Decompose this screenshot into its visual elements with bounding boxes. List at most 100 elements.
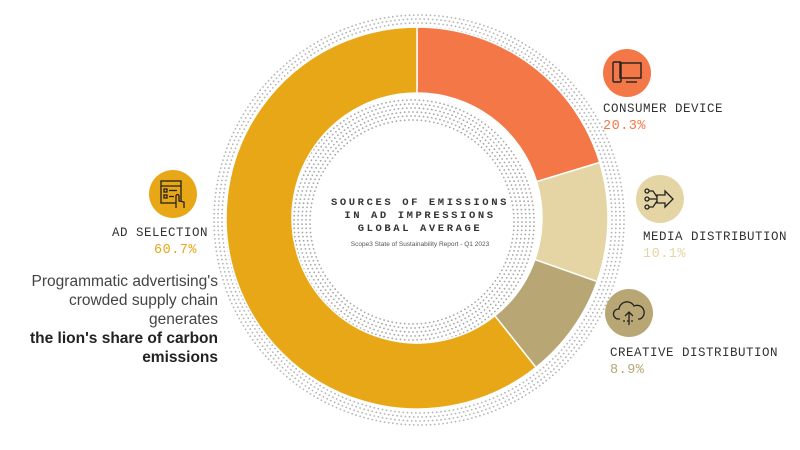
shadow-dot	[544, 68, 547, 70]
shadow-dot	[238, 310, 241, 312]
shadow-dot	[616, 252, 619, 255]
shadow-dot	[526, 246, 529, 248]
shadow-dot	[453, 110, 455, 113]
shadow-dot	[405, 327, 408, 329]
shadow-dot	[215, 250, 218, 253]
shadow-dot	[450, 16, 453, 19]
shadow-dot	[571, 343, 573, 345]
shadow-dot	[274, 354, 277, 357]
shadow-dot	[375, 18, 378, 21]
shadow-dot	[525, 216, 527, 219]
shadow-dot	[499, 161, 501, 164]
shadow-dot	[365, 404, 368, 407]
shadow-dot	[396, 23, 398, 26]
shadow-dot	[575, 350, 578, 353]
shadow-dot	[517, 281, 520, 283]
shadow-dot	[439, 118, 441, 121]
shadow-dot	[383, 327, 385, 330]
shadow-dot	[460, 122, 463, 125]
shadow-dot	[498, 147, 501, 150]
shadow-dot	[449, 332, 451, 335]
shadow-dot	[343, 410, 346, 412]
shadow-dot	[618, 231, 621, 234]
shadow-dot	[531, 389, 534, 392]
shadow-dot	[435, 101, 437, 104]
shadow-dot	[538, 62, 540, 65]
shadow-dot	[313, 386, 316, 388]
shadow-dot	[603, 141, 606, 144]
shadow-dot	[367, 409, 370, 412]
shadow-dot	[460, 114, 463, 116]
shadow-dot	[351, 33, 354, 36]
shadow-dot	[365, 316, 368, 319]
shadow-dot	[496, 404, 499, 406]
shadow-dot	[315, 145, 318, 148]
shadow-dot	[379, 326, 381, 329]
shadow-dot	[304, 170, 307, 173]
shadow-dot	[517, 250, 519, 252]
shadow-dot	[542, 55, 544, 58]
shadow-dot	[517, 221, 519, 223]
shadow-dot	[414, 327, 416, 329]
shadow-dot	[404, 22, 407, 25]
shadow-dot	[315, 282, 317, 285]
shadow-dot	[326, 278, 329, 281]
shadow-dot	[311, 186, 313, 189]
shadow-dot	[545, 74, 548, 77]
shadow-dot	[311, 267, 314, 270]
shadow-dot	[395, 104, 398, 106]
shadow-dot	[480, 121, 483, 123]
shadow-dot	[333, 305, 336, 307]
shadow-dot	[245, 313, 248, 316]
shadow-dot	[398, 19, 400, 21]
shadow-dot	[356, 307, 359, 310]
shadow-dot	[309, 219, 311, 221]
shadow-dot	[335, 398, 338, 400]
shadow-dot	[230, 135, 233, 138]
shadow-dot	[305, 227, 308, 230]
shadow-dot	[240, 321, 243, 324]
shadow-dot	[247, 324, 249, 327]
shadow-dot	[357, 410, 359, 413]
shadow-dot	[425, 22, 428, 24]
shadow-dot	[404, 14, 407, 17]
shadow-dot	[226, 175, 228, 178]
shadow-dot	[597, 137, 600, 140]
shadow-dot	[622, 231, 625, 234]
shadow-dot	[215, 187, 218, 190]
shadow-dot	[617, 194, 620, 196]
shadow-dot	[542, 366, 545, 369]
shadow-dot	[298, 370, 301, 373]
creative-distribution-value: 8.9%	[610, 363, 645, 378]
shadow-dot	[606, 161, 609, 164]
shadow-dot	[221, 262, 224, 265]
shadow-dot	[379, 124, 381, 126]
shadow-dot	[492, 141, 495, 144]
shadow-dot	[529, 386, 532, 388]
shadow-dot	[311, 389, 314, 392]
shadow-dot	[385, 20, 388, 23]
shadow-dot	[518, 258, 521, 260]
shadow-dot	[431, 411, 434, 414]
shadow-dot	[229, 163, 232, 166]
shadow-dot	[500, 144, 503, 147]
shadow-dot	[233, 151, 235, 154]
shadow-dot	[345, 309, 348, 312]
shadow-dot	[490, 36, 493, 38]
shadow-dot	[607, 181, 610, 184]
shadow-dot	[218, 171, 221, 174]
shadow-dot	[426, 116, 429, 119]
shadow-dot	[570, 350, 573, 352]
shadow-dot	[527, 237, 530, 240]
shadow-dot	[508, 295, 510, 297]
shadow-dot	[503, 273, 506, 275]
shadow-dot	[528, 254, 531, 256]
shadow-dot	[612, 189, 615, 192]
shadow-dot	[363, 113, 366, 115]
shadow-dot	[254, 335, 256, 337]
shadow-dot	[395, 338, 398, 340]
shadow-dot	[516, 233, 519, 236]
shadow-dot	[346, 299, 349, 302]
shadow-dot	[620, 185, 623, 188]
shadow-dot	[398, 411, 400, 413]
